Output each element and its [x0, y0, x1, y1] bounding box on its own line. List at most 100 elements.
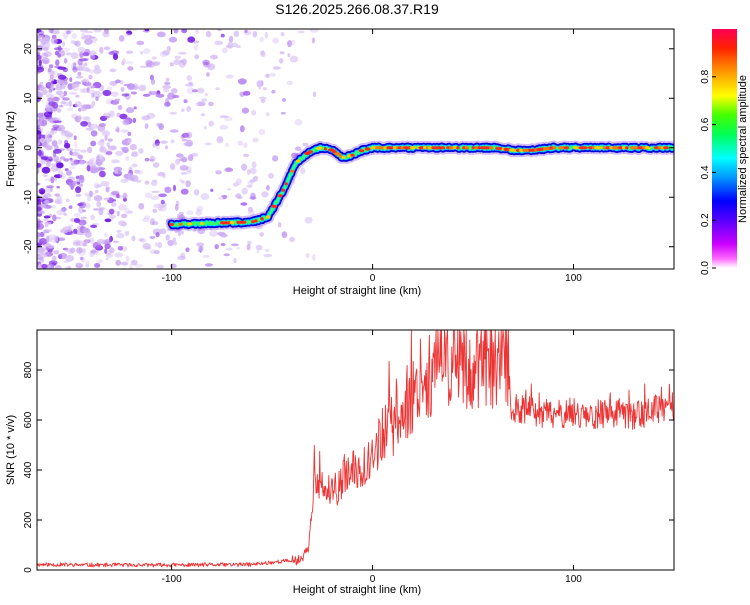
noise-blob [219, 115, 229, 118]
noise-blob [114, 98, 121, 102]
noise-blob [71, 180, 79, 187]
noise-blob [45, 104, 51, 110]
noise-blob [59, 173, 66, 180]
noise-blob [80, 149, 87, 153]
signal-peak [229, 221, 235, 225]
noise-blob [64, 168, 69, 172]
noise-blob [41, 57, 50, 65]
noise-blob [39, 190, 45, 195]
noise-blob [126, 30, 133, 36]
spectrogram-y-tick-label: 0 [23, 145, 34, 151]
noise-blob [107, 145, 112, 150]
signal-peak [316, 146, 323, 150]
noise-blob [109, 68, 117, 73]
noise-blob [107, 250, 111, 256]
noise-blob [85, 203, 91, 209]
signal-peak [364, 147, 371, 151]
signal-peak [625, 146, 629, 150]
noise-blob [70, 159, 79, 166]
noise-blob [73, 159, 81, 165]
signal-peak [518, 148, 524, 152]
noise-blob [185, 247, 190, 252]
noise-blob [130, 259, 138, 266]
noise-blob [146, 112, 156, 119]
noise-blob [244, 29, 248, 34]
noise-blob [73, 81, 82, 85]
noise-blob [76, 181, 80, 185]
noise-blob [208, 120, 214, 127]
noise-blob [279, 51, 285, 55]
noise-blob [252, 31, 258, 38]
noise-blob [65, 52, 72, 56]
noise-blob [220, 33, 225, 38]
colorbar-tick-label: 0.0 [700, 261, 711, 275]
noise-blob [175, 200, 180, 206]
noise-blob [79, 88, 86, 93]
noise-blob [294, 146, 302, 151]
noise-blob [89, 250, 95, 258]
noise-blob [117, 105, 123, 110]
noise-blob [224, 116, 233, 122]
signal-peak [488, 146, 494, 150]
noise-blob [260, 51, 266, 58]
spectrogram-x-tick-label: 0 [370, 273, 376, 284]
signal-peak [633, 146, 638, 150]
noise-blob [112, 199, 117, 202]
signal-peak [644, 146, 652, 150]
noise-blob [89, 167, 99, 174]
noise-blob [76, 225, 84, 230]
noise-blob [42, 174, 48, 177]
noise-blob [37, 162, 42, 168]
noise-blob [66, 148, 74, 152]
noise-blob [39, 81, 44, 85]
noise-blob [265, 112, 270, 117]
noise-blob [144, 192, 153, 199]
noise-blob [139, 65, 148, 69]
signal-peak [332, 150, 337, 154]
noise-blob [60, 228, 69, 234]
noise-blob [111, 202, 117, 207]
signal-peak [389, 146, 394, 150]
noise-blob [96, 201, 102, 208]
noise-blob [73, 135, 77, 141]
signal-peak [277, 194, 283, 198]
noise-blob [250, 192, 256, 200]
noise-blob [198, 244, 202, 251]
noise-blob [94, 263, 101, 268]
noise-blob [42, 134, 46, 139]
noise-blob [194, 54, 200, 60]
noise-blob [138, 238, 145, 242]
snr-x-tick-label: 100 [565, 574, 582, 585]
noise-blob [227, 188, 231, 191]
noise-blob [133, 106, 137, 110]
noise-blob [108, 247, 115, 254]
noise-blob [181, 180, 185, 184]
noise-blob [83, 239, 91, 244]
noise-blob [167, 92, 175, 100]
noise-blob [222, 47, 228, 54]
noise-blob [126, 176, 135, 181]
noise-blob [41, 37, 51, 44]
noise-blob [127, 66, 134, 71]
noise-blob [239, 125, 245, 133]
signal-peak [392, 146, 397, 150]
noise-blob [110, 91, 119, 97]
signal-peak [358, 149, 365, 153]
noise-blob [233, 30, 240, 37]
noise-blob [49, 131, 55, 136]
noise-blob [140, 50, 144, 55]
noise-blob [37, 223, 44, 230]
noise-blob [155, 231, 160, 238]
noise-blob [72, 66, 78, 73]
noise-blob [261, 191, 269, 198]
noise-blob [263, 87, 267, 91]
noise-blob [93, 208, 100, 211]
noise-blob [48, 213, 52, 218]
noise-blob [204, 263, 213, 267]
noise-blob [228, 35, 234, 43]
noise-blob [75, 40, 81, 47]
noise-blob [53, 250, 60, 255]
noise-blob [134, 263, 143, 268]
noise-blob [39, 238, 48, 245]
noise-blob [46, 235, 50, 243]
